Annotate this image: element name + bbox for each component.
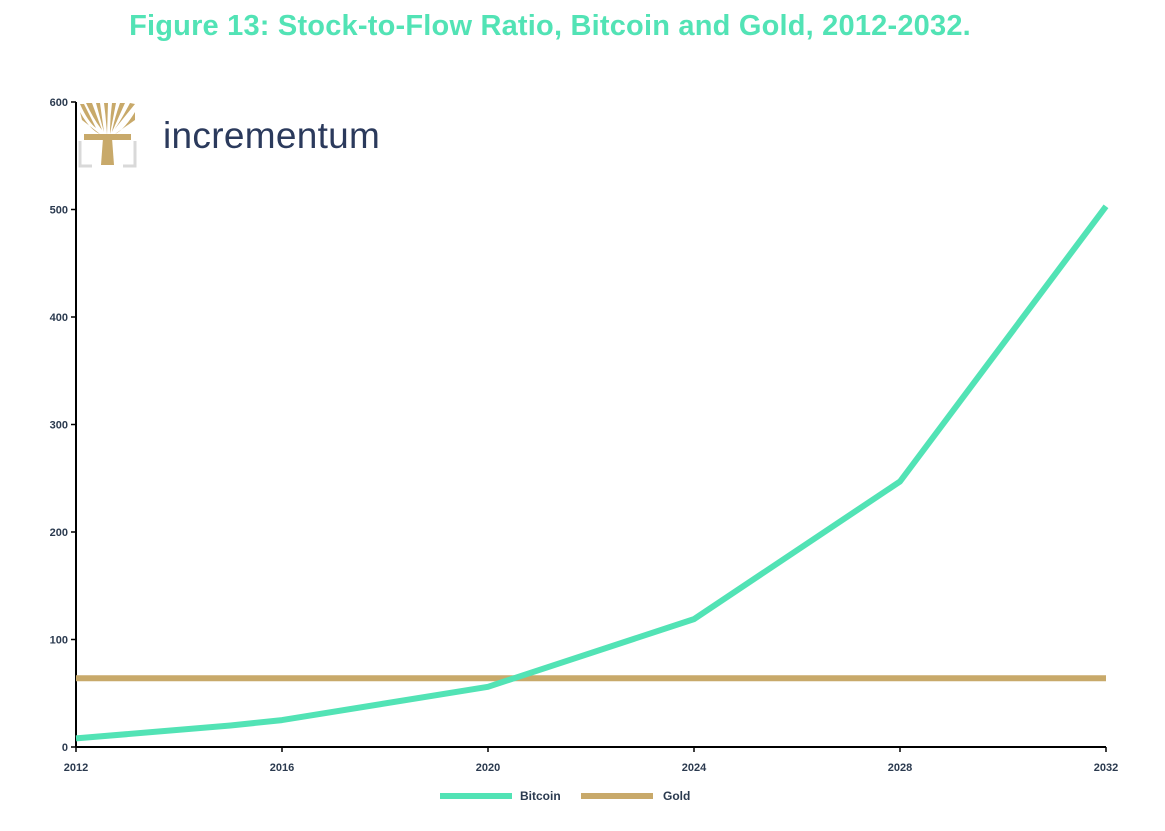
incrementum-logo: incrementum bbox=[78, 103, 380, 168]
x-tick-label: 2032 bbox=[1094, 762, 1118, 774]
y-tick-label: 600 bbox=[50, 97, 68, 109]
y-tick-label: 0 bbox=[62, 742, 68, 754]
x-tick-label: 2024 bbox=[682, 762, 707, 774]
legend-label-gold: Gold bbox=[663, 789, 690, 803]
axes: 0 100 200 300 400 500 600 2012 2016 2020 2024 2028 2… bbox=[50, 97, 1119, 774]
x-tick-label: 2016 bbox=[270, 762, 294, 774]
y-tick-label: 100 bbox=[50, 635, 68, 647]
tree-logo-icon bbox=[78, 103, 137, 168]
y-tick-label: 300 bbox=[50, 420, 68, 432]
logo-text: incrementum bbox=[163, 115, 380, 156]
series-line-bitcoin bbox=[75, 204, 1109, 742]
x-tick-label: 2028 bbox=[888, 762, 912, 774]
legend-label-bitcoin: Bitcoin bbox=[520, 789, 561, 803]
chart-title: Figure 13: Stock-to-Flow Ratio, Bitcoin … bbox=[129, 10, 971, 42]
y-tick-label: 200 bbox=[50, 527, 68, 539]
y-tick-label: 500 bbox=[50, 205, 68, 217]
x-tick-label: 2012 bbox=[64, 762, 88, 774]
legend: Bitcoin Gold bbox=[440, 789, 690, 803]
series-layer bbox=[75, 204, 1109, 742]
x-tick-label: 2020 bbox=[476, 762, 500, 774]
y-tick-label: 400 bbox=[50, 312, 68, 324]
